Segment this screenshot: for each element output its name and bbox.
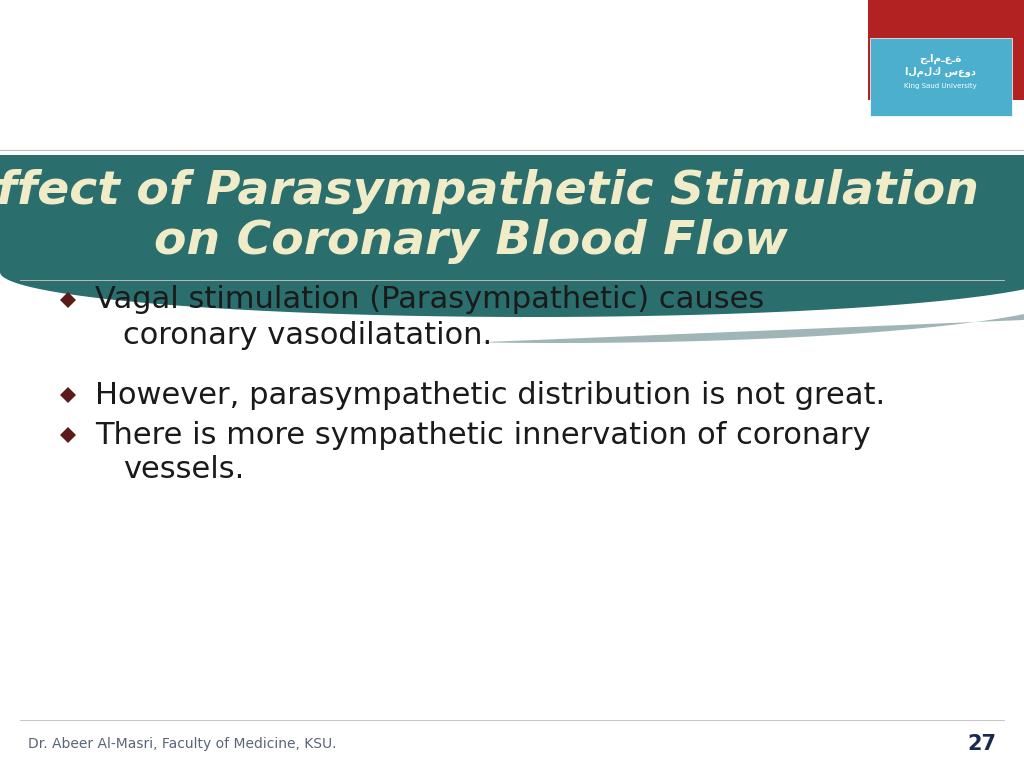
Polygon shape: [60, 427, 76, 443]
Text: There is more sympathetic innervation of coronary: There is more sympathetic innervation of…: [95, 421, 870, 449]
Polygon shape: [60, 292, 76, 308]
Text: King Saud University: King Saud University: [903, 83, 976, 89]
Polygon shape: [60, 387, 76, 403]
Text: vessels.: vessels.: [123, 455, 245, 485]
Text: coronary vasodilatation.: coronary vasodilatation.: [123, 320, 493, 349]
Text: 27: 27: [967, 734, 996, 754]
Bar: [870, 38, 1012, 116]
Text: Effect of Parasympathetic Stimulation: Effect of Parasympathetic Stimulation: [0, 169, 979, 214]
Text: Dr. Abeer Al-Masri, Faculty of Medicine, KSU.: Dr. Abeer Al-Masri, Faculty of Medicine,…: [28, 737, 337, 751]
Text: on Coronary Blood Flow: on Coronary Blood Flow: [155, 219, 787, 264]
Bar: [868, 0, 1024, 100]
Bar: [0, 155, 1024, 272]
Polygon shape: [477, 190, 1024, 343]
Text: However, parasympathetic distribution is not great.: However, parasympathetic distribution is…: [95, 380, 885, 409]
Polygon shape: [0, 155, 1024, 317]
Text: جـامـعـة: جـامـعـة: [919, 54, 962, 65]
Text: Vagal stimulation (Parasympathetic) causes: Vagal stimulation (Parasympathetic) caus…: [95, 286, 764, 315]
Text: الملك سعود: الملك سعود: [904, 67, 976, 78]
